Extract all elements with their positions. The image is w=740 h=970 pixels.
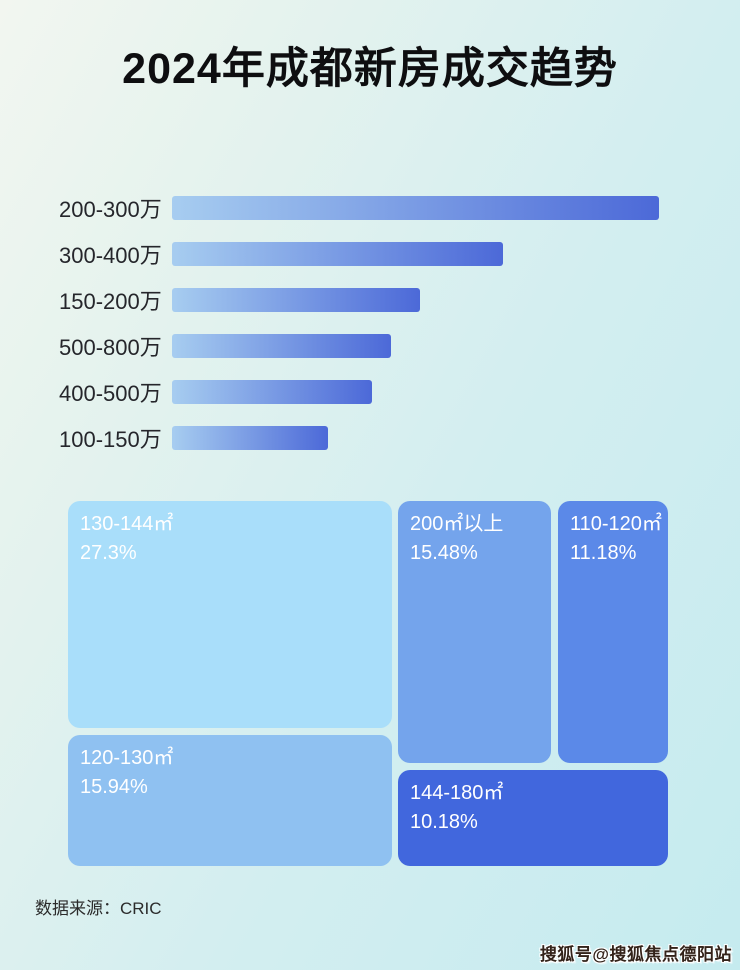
tile-label: 144-180㎡: [410, 782, 504, 804]
bar-row: 300-400万: [0, 231, 740, 277]
bar-row: 500-800万: [0, 323, 740, 369]
bar-row: 100-150万: [0, 415, 740, 461]
tile-value: 15.94%: [80, 776, 148, 798]
tile-value: 27.3%: [80, 542, 137, 564]
tile-label: 200㎡以上: [410, 513, 504, 535]
treemap-tile-5: 144-180㎡ 10.18%: [398, 770, 668, 866]
bar-row: 400-500万: [0, 369, 740, 415]
bar-category-label: 200-300万: [59, 197, 162, 222]
tile-value: 10.18%: [410, 811, 478, 833]
data-source-label: 数据来源：CRIC: [35, 899, 162, 918]
treemap-tile-4: 110-120㎡ 11.18%: [558, 501, 668, 763]
tile-label: 130-144㎡: [80, 513, 174, 535]
bar-row: 200-300万: [0, 185, 740, 231]
bar: [172, 288, 420, 312]
bar: [172, 380, 372, 404]
watermark: 搜狐号@搜狐焦点德阳站: [539, 945, 732, 964]
bar-category-label: 300-400万: [59, 243, 162, 268]
bar-category-label: 100-150万: [59, 427, 162, 452]
treemap-tile-3: 200㎡以上 15.48%: [398, 501, 551, 763]
bar-category-label: 150-200万: [59, 289, 162, 314]
page-title: 2024年成都新房成交趋势: [122, 45, 618, 93]
bar: [172, 242, 503, 266]
treemap-tile-2: 120-130㎡ 15.94%: [68, 735, 392, 866]
bar-chart: 200-300万 300-400万 150-200万 500-800万 400-500万…: [0, 185, 740, 461]
tile-value: 11.18%: [570, 542, 637, 564]
treemap-tile-1: 130-144㎡ 27.3%: [68, 501, 392, 728]
bar: [172, 426, 328, 450]
tile-value: 15.48%: [410, 542, 478, 564]
bar-category-label: 500-800万: [59, 335, 162, 360]
tile-label: 110-120㎡: [570, 513, 662, 535]
bar: [172, 196, 659, 220]
bar-category-label: 400-500万: [59, 381, 162, 406]
bar-row: 150-200万: [0, 277, 740, 323]
bar: [172, 334, 391, 358]
tile-label: 120-130㎡: [80, 747, 174, 769]
treemap: 130-144㎡ 27.3% 120-130㎡ 15.94% 200㎡以上 15.48% 1…: [68, 501, 668, 866]
